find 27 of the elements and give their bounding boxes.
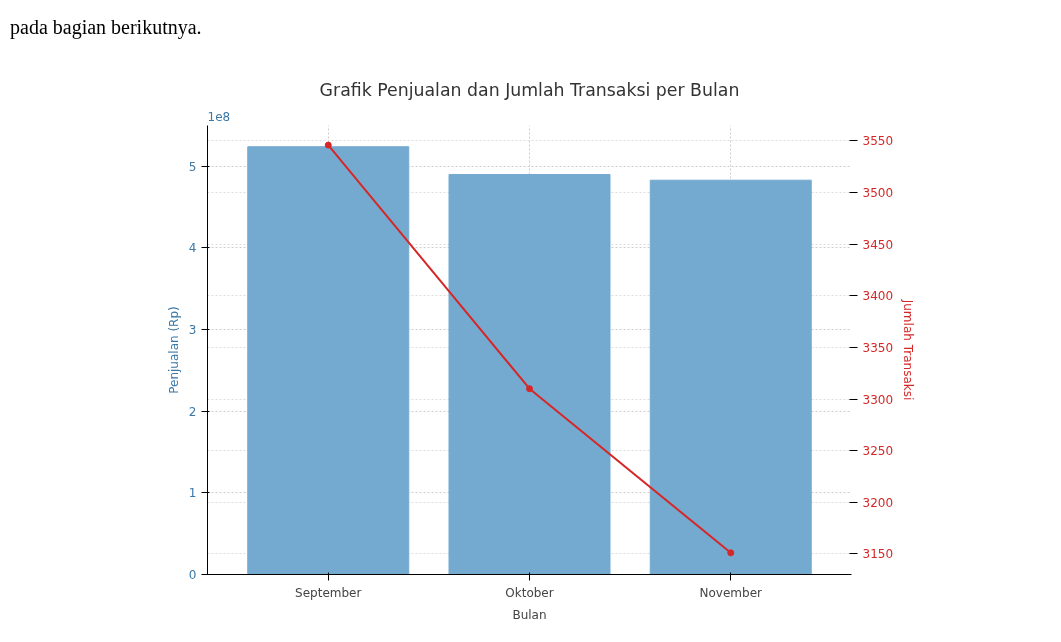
y2-tick-label: 3400 xyxy=(862,289,894,304)
point xyxy=(727,549,735,557)
y2-tick-label: 3450 xyxy=(862,237,894,252)
point xyxy=(526,385,533,393)
x-axis-title: Bulan xyxy=(512,607,547,622)
y-tick-label: 2 xyxy=(188,404,197,419)
y-tick-label: 0 xyxy=(188,568,197,582)
y-tick-label: 1 xyxy=(188,486,197,501)
y-axis-title: Penjualan (Rp) xyxy=(166,306,181,394)
x-tick-label: November xyxy=(699,585,763,600)
y2-tick-label: 3150 xyxy=(862,547,894,562)
text: pada bagian berikutnya. xyxy=(10,15,202,41)
y-tick-label: 3 xyxy=(188,323,197,338)
x-tick-label: September xyxy=(295,585,362,600)
y2-tick-label: 3250 xyxy=(862,444,894,459)
y2-tick-label: 3300 xyxy=(862,392,894,407)
point xyxy=(324,141,332,149)
y2-tick-label: 3350 xyxy=(862,340,894,355)
y2-tick-label: 3500 xyxy=(862,186,894,201)
y-tick-label: 4 xyxy=(188,241,197,256)
text: 1e8 xyxy=(207,109,231,124)
y2-axis-title: Jumlah Transaksi xyxy=(901,298,916,401)
y2-tick-label: 3550 xyxy=(862,134,894,149)
x-tick-label: Oktober xyxy=(505,585,554,600)
y-tick-label: 5 xyxy=(188,159,197,174)
chart-title: Grafik Penjualan dan Jumlah Transaksi per Bulan xyxy=(319,79,740,100)
y2-tick-label: 3200 xyxy=(862,495,894,510)
